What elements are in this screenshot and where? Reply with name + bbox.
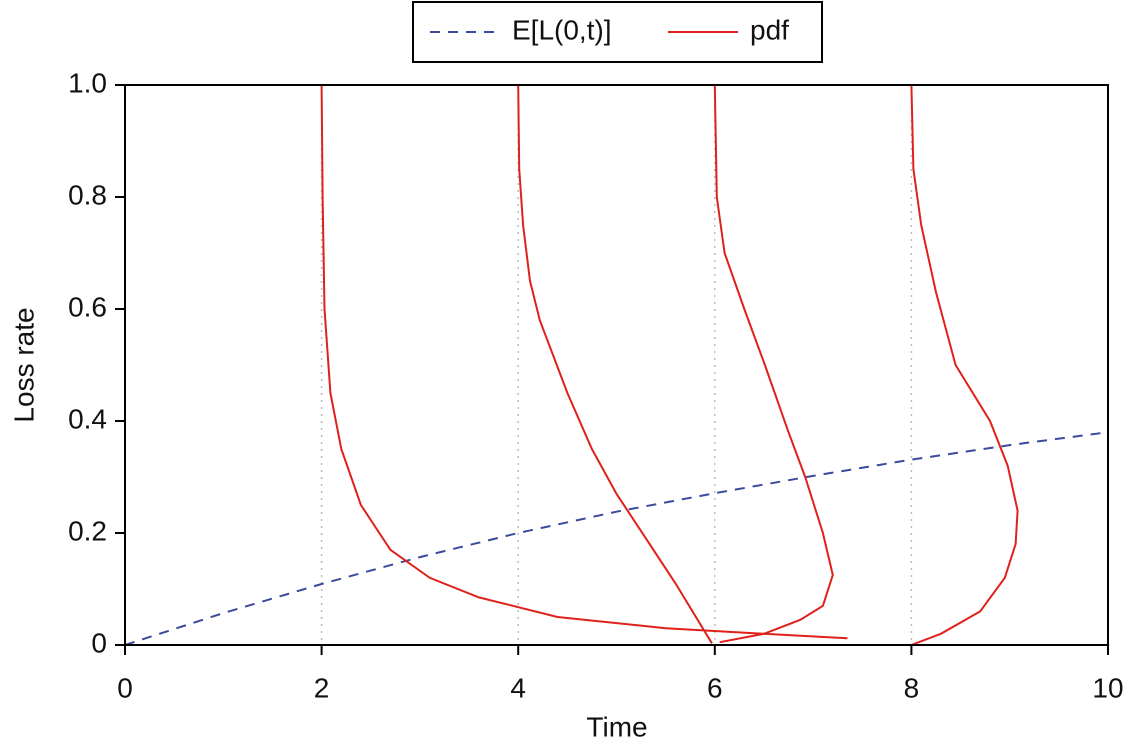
x-tick-label: 0 bbox=[117, 672, 133, 703]
line-series bbox=[124, 431, 1109, 646]
x-axis-label: Time bbox=[586, 711, 647, 742]
x-tick-label: 2 bbox=[314, 672, 330, 703]
y-tick-label: 0.6 bbox=[68, 291, 107, 322]
plot-frame bbox=[124, 84, 1109, 646]
legend-label: E[L(0,t)] bbox=[512, 14, 612, 45]
x-tick-label: 10 bbox=[1092, 672, 1123, 703]
x-tick-label: 8 bbox=[904, 672, 920, 703]
x-tick-label: 4 bbox=[510, 672, 526, 703]
y-tick-label: 0.2 bbox=[68, 515, 107, 546]
line-series bbox=[320, 84, 1019, 646]
legend-label: pdf bbox=[750, 14, 789, 45]
y-tick-label: 1.0 bbox=[68, 67, 107, 98]
y-tick-label: 0.4 bbox=[68, 403, 107, 434]
legend-box bbox=[412, 1, 823, 63]
y-axis-label: Loss rate bbox=[8, 307, 39, 422]
y-tick-label: 0.8 bbox=[68, 179, 107, 210]
y-tick-label: 0 bbox=[91, 627, 107, 658]
x-tick-label: 6 bbox=[707, 672, 723, 703]
